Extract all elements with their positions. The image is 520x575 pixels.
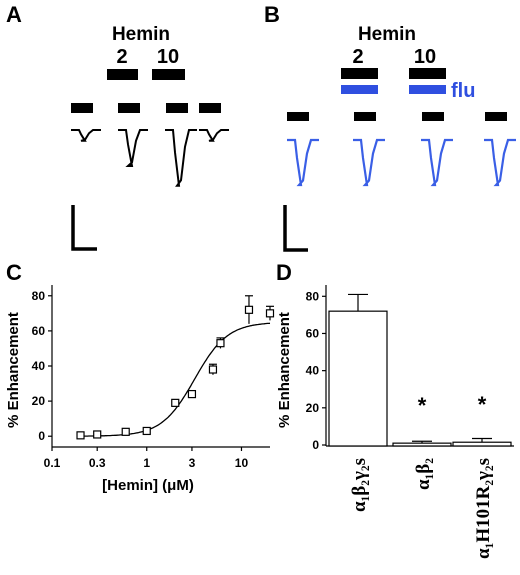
- gaba-bar-a-3: [166, 103, 188, 113]
- current-trace-b-1: [287, 138, 319, 187]
- x-tick-label-c-3: 3: [189, 456, 196, 470]
- y-axis-label-d: % Enhancement: [276, 312, 293, 428]
- y-tick-label-c-2: 40: [32, 359, 46, 373]
- data-point-c-0: [76, 431, 85, 440]
- bar-d-0: [328, 310, 388, 447]
- y-tick-label-c-1: 20: [32, 394, 46, 408]
- category-label-d-0: α₁β₂γ₂s: [349, 458, 370, 512]
- y-tick-label-d-1: 20: [306, 401, 320, 415]
- scale-bar-b: [283, 205, 308, 252]
- panel-label-d: D: [276, 260, 292, 285]
- gaba-bar-b-2: [354, 112, 376, 121]
- x-tick-label-c-4: 10: [235, 456, 249, 470]
- y-axis-label-c: % Enhancement: [5, 312, 22, 428]
- panel-a: A Hemin 2 10: [6, 2, 229, 251]
- gaba-bar-b-4: [485, 112, 507, 121]
- flu-label: flu: [451, 80, 475, 102]
- gaba-bar-a-4: [199, 103, 221, 113]
- category-label-d-1: α₁β₂: [413, 458, 434, 490]
- y-tick-label-d-4: 80: [306, 289, 320, 303]
- x-tick-label-c-0: 0.1: [44, 456, 61, 470]
- data-point-c-2: [121, 427, 130, 436]
- data-point-c-3: [142, 426, 151, 436]
- x-tick-label-c-2: 1: [143, 456, 150, 470]
- ticks-d: 0 20 40 60 80: [306, 289, 326, 452]
- current-trace-a-3: [165, 129, 197, 187]
- y-tick-label-c-3: 60: [32, 324, 46, 338]
- data-point-c-7: [216, 339, 225, 348]
- data-points-c: [76, 295, 275, 440]
- x-tick-label-c-1: 0.3: [89, 456, 106, 470]
- panel-label-c: C: [6, 260, 22, 285]
- hemin-bar-low-b: [341, 68, 378, 79]
- significance-star-d-2: *: [478, 392, 487, 417]
- y-tick-label-c-0: 0: [38, 429, 45, 443]
- current-trace-a-1: [71, 129, 101, 142]
- bar-d-1: [392, 442, 452, 447]
- category-label-d-2: α₁H101R₂γ₂s: [473, 458, 494, 559]
- bars-d: * *: [328, 293, 512, 447]
- y-tick-label-d-2: 40: [306, 364, 320, 378]
- hemin-label-b: Hemin: [358, 24, 416, 45]
- current-trace-b-4: [484, 138, 516, 187]
- current-trace-a-2: [118, 129, 148, 167]
- hemin-bar-high-b: [409, 68, 446, 79]
- ticks-c: 0 20 40 60 80 0.1 0.3 1 3 10: [32, 289, 249, 470]
- hemin-label-a: Hemin: [112, 24, 170, 45]
- y-tick-label-d-0: 0: [312, 438, 319, 452]
- current-trace-a-4: [199, 129, 229, 142]
- data-point-c-4: [171, 398, 180, 407]
- scale-bar-a: [71, 205, 97, 251]
- data-point-c-8: [244, 305, 254, 314]
- bar-d-2: [452, 441, 512, 447]
- y-tick-label-d-3: 60: [306, 326, 320, 340]
- x-axis-label-c: [Hemin] (μM): [102, 477, 194, 494]
- flu-bar-high-b: [409, 85, 446, 94]
- conc-high-label-a: 10: [157, 46, 179, 68]
- current-trace-b-2: [353, 138, 385, 187]
- hemin-bar-low-a: [107, 69, 138, 80]
- category-labels-d: α₁β₂γ₂s α₁β₂ α₁H101R₂γ₂s: [349, 458, 494, 559]
- panel-b: B Hemin 2 10 flu: [264, 2, 516, 252]
- current-trace-b-3: [421, 138, 453, 187]
- gaba-bar-b-1: [287, 112, 309, 121]
- conc-low-label-b: 2: [352, 46, 363, 68]
- panel-label-a: A: [6, 2, 22, 27]
- gaba-bar-a-1: [71, 103, 93, 113]
- gaba-bar-a-2: [118, 103, 140, 113]
- panel-label-b: B: [264, 2, 280, 27]
- y-tick-label-c-4: 80: [32, 289, 46, 303]
- data-point-c-9: [265, 309, 275, 318]
- data-point-c-1: [93, 430, 102, 439]
- conc-high-label-b: 10: [414, 46, 436, 68]
- panel-c: C % Enhancement [Hemin] (μM) 0 20 40 60 80 0.…: [5, 260, 275, 494]
- hemin-bar-high-a: [152, 69, 185, 80]
- fit-curve-c: [80, 322, 271, 437]
- flu-bar-low-b: [341, 85, 378, 94]
- conc-low-label-a: 2: [116, 46, 127, 68]
- data-point-c-5: [187, 389, 197, 399]
- gaba-bar-b-3: [422, 112, 444, 121]
- significance-star-d-1: *: [418, 393, 427, 418]
- data-point-c-6: [208, 365, 218, 374]
